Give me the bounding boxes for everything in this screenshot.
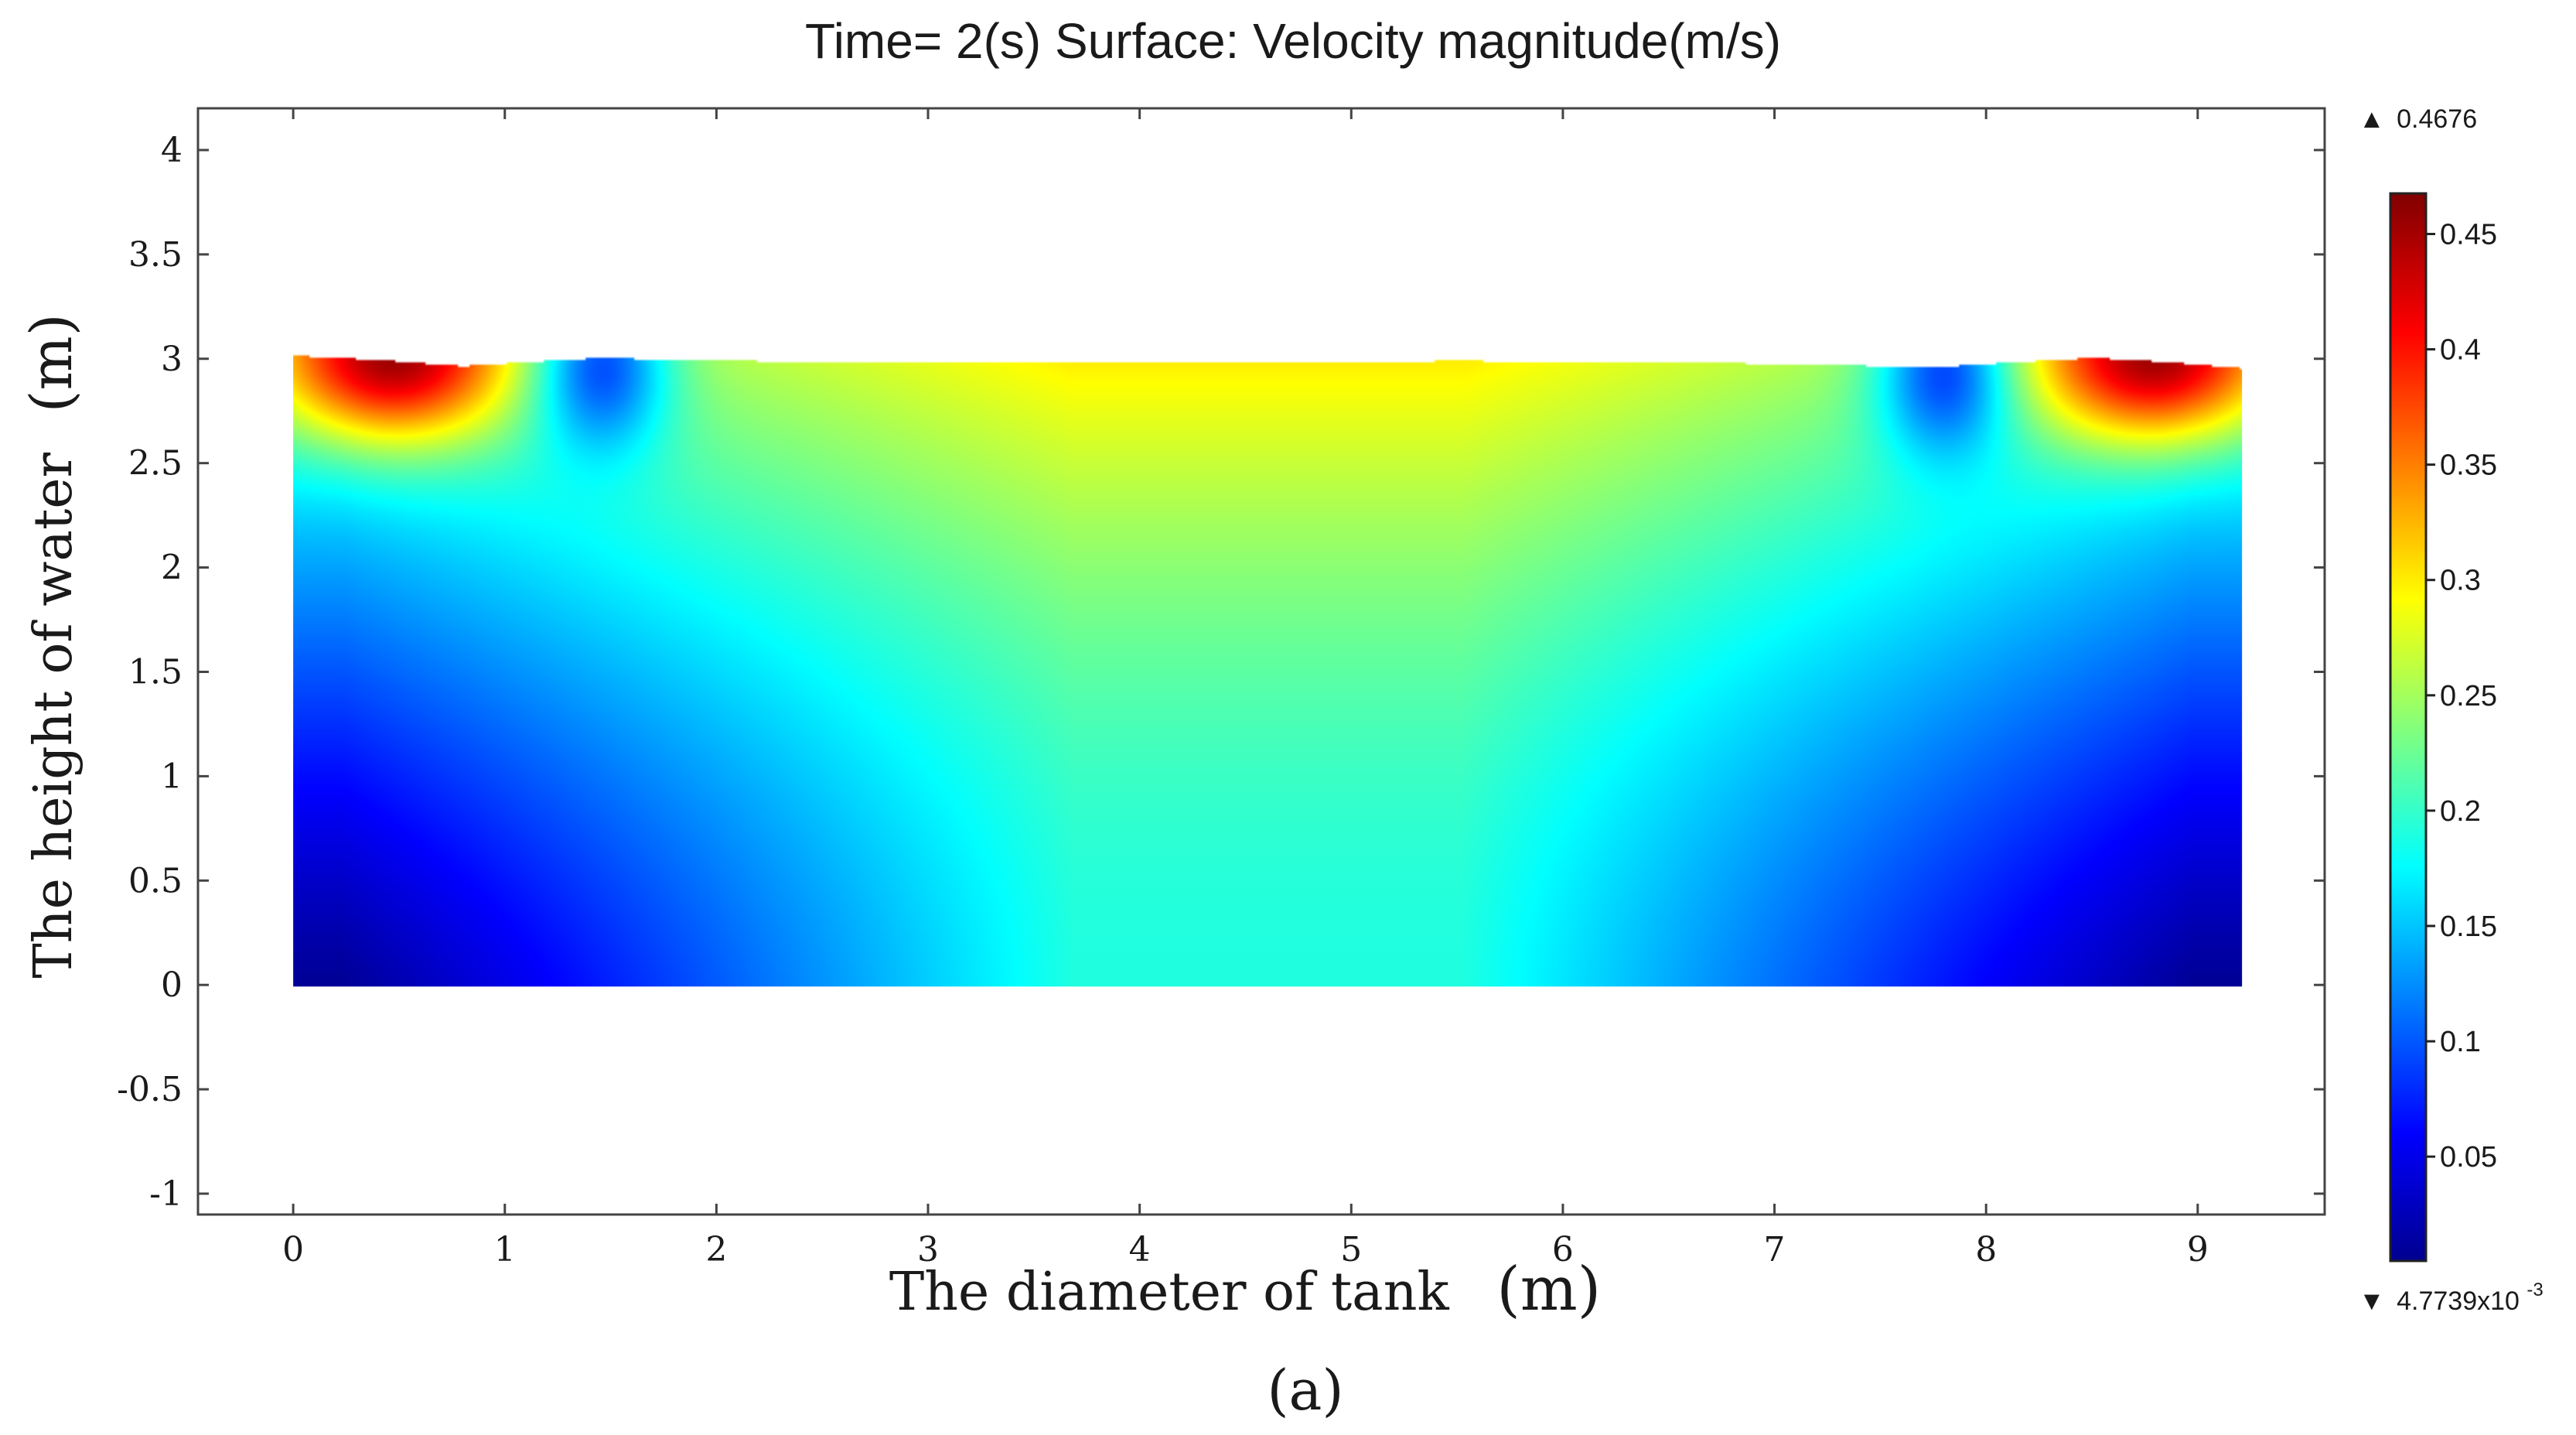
y-tick-label: 3.5 (128, 235, 183, 275)
y-tick-label: -0.5 (117, 1070, 183, 1109)
colorbar-max-marker: ▲ 0.4676 (2359, 104, 2477, 134)
x-tick-label: 6 (1552, 1230, 1574, 1269)
x-tick-label: 4 (1129, 1230, 1151, 1269)
colorbar-tick-label: 0.25 (2440, 680, 2497, 712)
colorbar-tick-label: 0.15 (2440, 911, 2497, 943)
y-tick-label: 3 (161, 340, 183, 379)
colorbar-tick-label: 0.4 (2440, 334, 2481, 367)
colorbar-ticks: 0.45 0.4 0.35 0.3 0.25 0.2 0.15 0.1 0.05 (2426, 218, 2497, 1174)
x-tick-label: 0 (282, 1230, 304, 1269)
x-tick-label: 9 (2187, 1230, 2209, 1269)
y-tick-label: 1.5 (128, 652, 183, 692)
colorbar-tick-label: 0.35 (2440, 449, 2497, 482)
x-axis-ticks: 0 1 2 3 4 5 6 7 8 9 (282, 108, 2209, 1269)
y-axis-label-text: The height of water (23, 452, 84, 978)
y-axis-ticks: 4 3.5 3 2.5 2 1.5 1 0.5 0 -0.5 -1 (117, 131, 2325, 1214)
x-tick-label: 3 (917, 1230, 939, 1269)
x-axis-unit: (m) (1496, 1255, 1601, 1324)
down-triangle-icon: ▼ (2359, 1286, 2385, 1316)
y-tick-label: 4 (161, 131, 183, 170)
x-tick-label: 1 (494, 1230, 516, 1269)
figure-caption: (a) (1267, 1358, 1343, 1423)
colorbar-min-label: 4.7739x10 (2397, 1286, 2520, 1316)
y-axis-unit: (m) (19, 313, 85, 412)
y-tick-label: 2 (161, 548, 183, 588)
y-axis-label: The height of water (m) (19, 313, 85, 978)
x-tick-label: 8 (1975, 1230, 1997, 1269)
x-tick-label: 5 (1340, 1230, 1362, 1269)
colorbar-tick-label: 0.1 (2440, 1026, 2481, 1058)
chart-title: Time= 2(s) Surface: Velocity magnitude(m… (805, 13, 1781, 69)
colorbar-tick-label: 0.3 (2440, 565, 2481, 597)
colorbar-tick-label: 0.45 (2440, 218, 2497, 251)
colorbar: ▲ 0.4676 0.45 0.4 0.35 0.3 0.25 0.2 0.15 0.1 0.0… (2359, 104, 2544, 1316)
up-triangle-icon: ▲ (2359, 104, 2385, 134)
x-tick-label: 7 (1764, 1230, 1786, 1269)
velocity-field-raster (293, 348, 2243, 987)
y-tick-label: 1 (161, 757, 183, 796)
y-tick-label: 0.5 (128, 861, 183, 900)
colorbar-tick-label: 0.05 (2440, 1141, 2497, 1174)
colorbar-ramp (2389, 192, 2428, 1262)
colorbar-tick-label: 0.2 (2440, 795, 2481, 828)
velocity-field (293, 348, 2243, 987)
y-tick-label: 0 (161, 965, 183, 1005)
y-tick-label: -1 (149, 1174, 183, 1214)
colorbar-min-exponent: -3 (2527, 1280, 2543, 1300)
y-tick-label: 2.5 (128, 444, 183, 483)
colorbar-max-label: 0.4676 (2397, 104, 2477, 134)
colorbar-min-marker: ▼ 4.7739x10 -3 (2359, 1280, 2544, 1316)
x-axis-label-text: The diameter of tank (889, 1262, 1450, 1323)
x-tick-label: 2 (705, 1230, 727, 1269)
x-axis-label: The diameter of tank (m) (889, 1255, 1601, 1324)
